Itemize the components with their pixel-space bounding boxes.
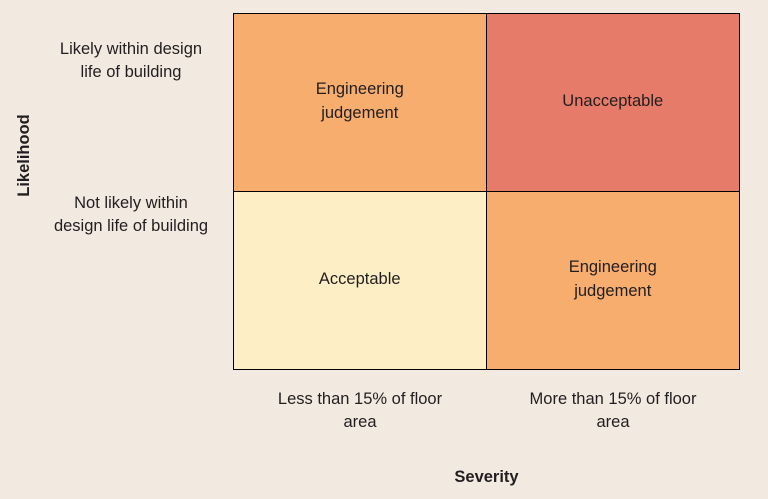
col-label-morethan15: More than 15% of floor area	[529, 390, 697, 432]
col-label-lessthan15: Less than 15% of floor area	[277, 390, 443, 432]
cell-label-engineering-judgement-bottom: Engineering judgement	[568, 258, 657, 301]
cell-label-unacceptable: Unacceptable	[562, 92, 664, 111]
x-axis-label: Severity	[454, 468, 519, 486]
cell-likely-lessthan15: Engineering judgement	[234, 14, 487, 192]
cell-notlikely-lessthan15: Acceptable	[234, 191, 487, 369]
cell-label-acceptable: Acceptable	[318, 270, 401, 289]
row-label-not-likely: Not likely within design life of buildin…	[53, 194, 209, 236]
cell-notlikely-morethan15: Engineering judgement	[486, 191, 739, 369]
cell-likely-morethan15: Unacceptable	[486, 14, 739, 192]
row-label-likely: Likely within design life of building	[59, 40, 203, 82]
matrix-grid: Engineering judgement Unacceptable Accep…	[233, 13, 740, 370]
y-axis-label-container: Likelihood	[10, 13, 38, 298]
cell-label-engineering-judgement-top: Engineering judgement	[315, 80, 404, 123]
y-axis-label: Likelihood	[14, 114, 33, 197]
